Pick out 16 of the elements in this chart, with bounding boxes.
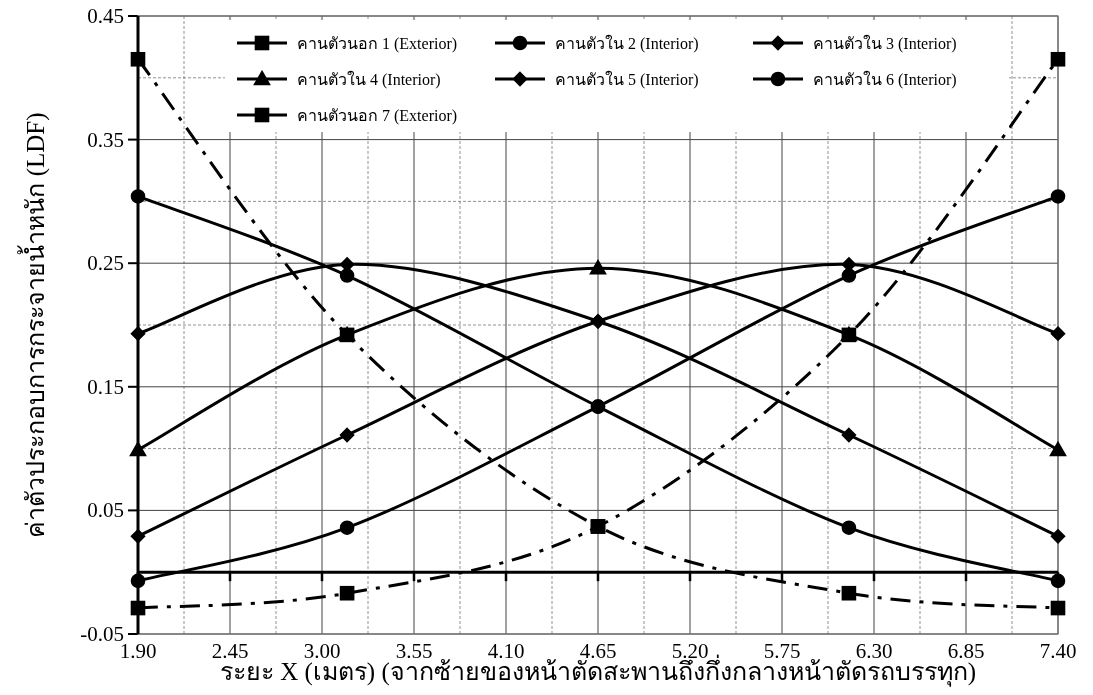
legend-label: คานตัวใน 6 (Interior) bbox=[813, 70, 957, 89]
x-tick-label: 7.40 bbox=[1039, 639, 1077, 663]
legend-label: คานตัวใน 3 (Interior) bbox=[813, 34, 957, 53]
legend-label: คานตัวนอก 7 (Exterior) bbox=[297, 107, 458, 125]
y-tick-label: 0.25 bbox=[87, 251, 124, 276]
legend-label: คานตัวนอก 1 (Exterior) bbox=[297, 35, 458, 53]
y-tick-label: 0.05 bbox=[87, 498, 124, 523]
y-axis-title: ค่าตัวประกอบการกระจายน้ำหนัก (LDF) bbox=[17, 112, 50, 538]
legend-label: คานตัวใน 5 (Interior) bbox=[555, 70, 699, 89]
y-tick-label: 0.15 bbox=[87, 374, 124, 399]
legend-label: คานตัวใน 2 (Interior) bbox=[555, 34, 699, 53]
legend-label: คานตัวใน 4 (Interior) bbox=[297, 70, 441, 89]
x-tick-label: 3.00 bbox=[303, 639, 341, 663]
y-tick-label: 0.45 bbox=[87, 4, 124, 28]
y-tick-label: -0.05 bbox=[80, 622, 124, 646]
y-tick-label: 0.35 bbox=[87, 127, 124, 152]
